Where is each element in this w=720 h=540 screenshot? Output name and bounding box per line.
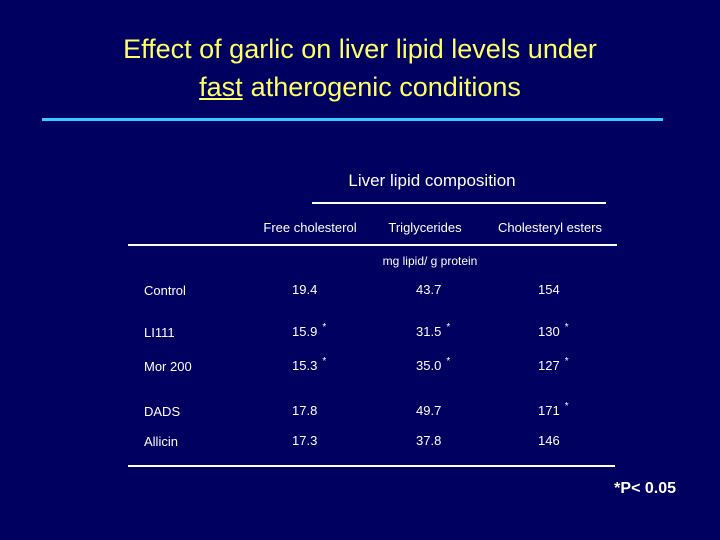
table-cell: 15.3 *	[292, 356, 327, 373]
table-cell: 130 *	[538, 322, 569, 339]
significance-mark: *	[564, 401, 569, 412]
table-cell: 43.7	[416, 282, 441, 297]
table-cell: 37.8	[416, 433, 441, 448]
table-cell: 17.8	[292, 403, 317, 418]
footnote: *P< 0.05	[614, 480, 676, 497]
table-cell: 35.0 *	[416, 356, 451, 373]
cell-value: 146	[538, 433, 560, 448]
table-cell: 171 *	[538, 401, 569, 418]
significance-mark: *	[322, 356, 327, 367]
table-cell: 19.4	[292, 282, 317, 297]
title-rule	[42, 118, 663, 121]
cell-value: 171	[538, 403, 560, 418]
cell-value: 130	[538, 324, 560, 339]
significance-mark: *	[564, 356, 569, 367]
column-header: Cholesteryl esters	[497, 220, 603, 235]
table-cell: 15.9 *	[292, 322, 327, 339]
row-label: Control	[144, 283, 186, 298]
title-emphasis: fast	[199, 72, 243, 102]
significance-mark: *	[564, 322, 569, 333]
table-cell: 17.3	[292, 433, 317, 448]
cell-value: 31.5	[416, 324, 442, 339]
table-cell: 146	[538, 433, 560, 448]
cell-value: 19.4	[292, 282, 318, 297]
cell-value: 37.8	[416, 433, 442, 448]
row-label: DADS	[144, 404, 181, 419]
cell-value: 17.8	[292, 403, 318, 418]
table-caption: Liver lipid composition	[348, 171, 516, 190]
caption-rule	[312, 202, 606, 204]
cell-value: 154	[538, 282, 560, 297]
cell-value: 15.9	[292, 324, 318, 339]
cell-value: 49.7	[416, 403, 442, 418]
cell-value: 17.3	[292, 433, 318, 448]
cell-value: 15.3	[292, 358, 318, 373]
column-header: Triglycerides	[388, 220, 462, 235]
cell-value: 43.7	[416, 282, 442, 297]
row-label: Mor 200	[144, 359, 192, 374]
header-rule	[128, 244, 617, 246]
significance-mark: *	[446, 322, 451, 333]
column-header: Free cholesterol	[263, 220, 357, 235]
cell-value: 35.0	[416, 358, 442, 373]
table-cell: 127 *	[538, 356, 569, 373]
title-line: Effect of garlic on liver lipid levels u…	[123, 34, 597, 64]
table-cell: 154	[538, 282, 560, 297]
row-label: Allicin	[144, 434, 178, 449]
significance-mark: *	[322, 322, 327, 333]
table-cell: 31.5 *	[416, 322, 451, 339]
significance-mark: *	[446, 356, 451, 367]
title-line: fast atherogenic conditions	[0, 72, 720, 103]
table-cell: 49.7	[416, 403, 441, 418]
row-label: LI111	[144, 325, 175, 340]
title-text: atherogenic conditions	[250, 72, 521, 102]
unit-label: mg lipid/ g protein	[382, 254, 478, 268]
bottom-rule	[128, 465, 615, 467]
cell-value: 127	[538, 358, 560, 373]
